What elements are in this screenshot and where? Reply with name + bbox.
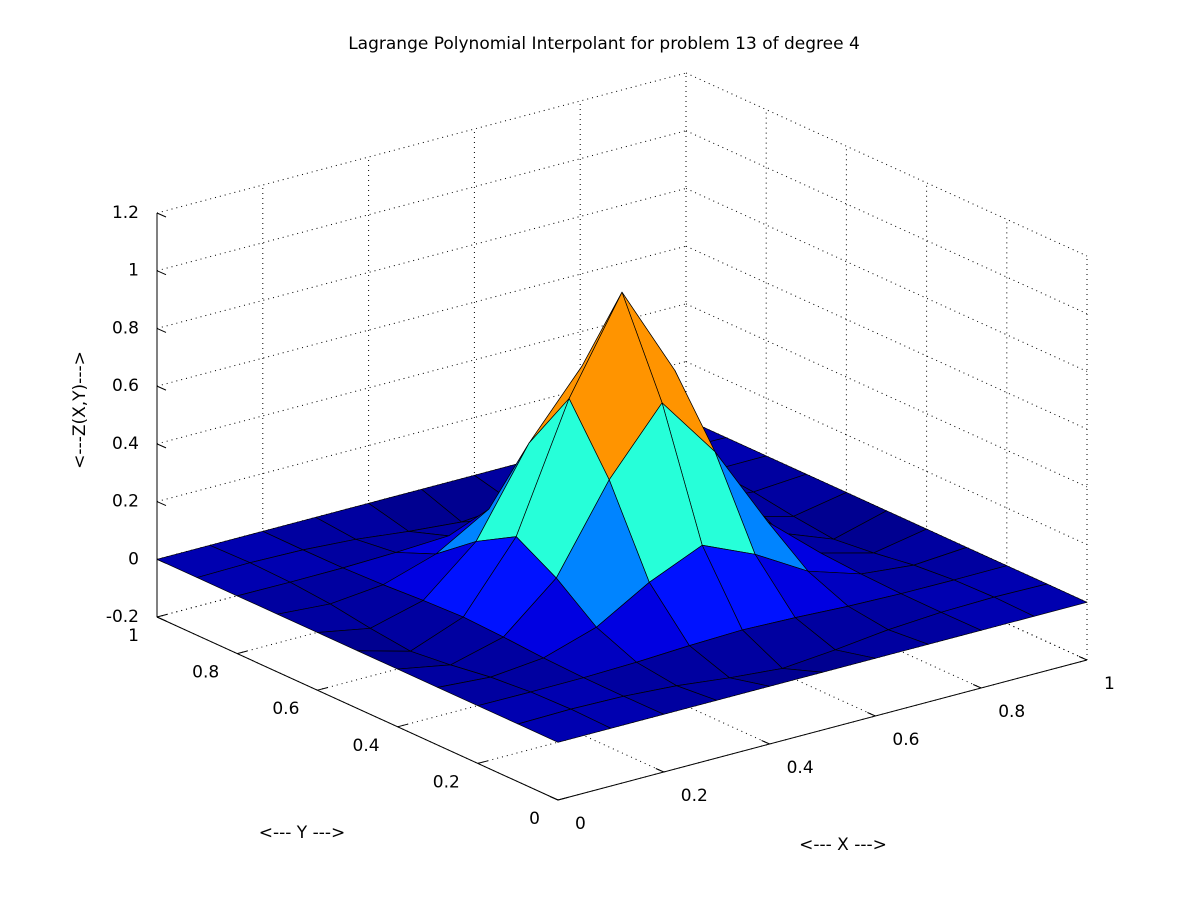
x-tick — [549, 796, 559, 801]
y-tick — [557, 796, 569, 801]
x-axis-label: <--- X ---> — [799, 835, 887, 855]
z-tick-label: 0.4 — [112, 434, 139, 454]
z-tick-label: 0.6 — [112, 376, 139, 396]
x-tick-label: 1 — [1104, 674, 1115, 694]
y-tick-label: 0.8 — [192, 663, 219, 683]
y-tick-label: 0 — [529, 809, 540, 829]
x-tick-label: 0.8 — [998, 702, 1025, 722]
y-tick — [237, 650, 248, 655]
x-tick — [972, 684, 982, 689]
x-tick-label: 0 — [575, 814, 586, 834]
grid-line — [685, 303, 1088, 488]
grid-line — [156, 130, 687, 272]
grid-line — [685, 361, 1088, 546]
y-axis-label: <--- Y ---> — [259, 823, 346, 843]
z-tick-label: 0 — [128, 549, 139, 569]
grid-line — [156, 72, 687, 214]
z-tick — [156, 443, 167, 449]
y-tick — [397, 723, 408, 728]
x-tick-label: 0.4 — [787, 758, 814, 778]
grid-line — [685, 130, 1088, 315]
x-tick — [761, 740, 770, 745]
x-tick — [867, 712, 876, 717]
z-tick — [156, 212, 167, 218]
z-tick — [156, 385, 167, 391]
z-tick — [156, 616, 167, 622]
z-tick-label: 1.2 — [112, 203, 139, 223]
z-axis-label: <---Z(X,Y)---> — [70, 351, 90, 469]
grid-line — [685, 72, 1088, 257]
z-tick-label: 1 — [128, 261, 139, 281]
y-tick — [317, 687, 328, 691]
z-tick — [156, 327, 167, 333]
y-tick-label: 1 — [128, 626, 139, 646]
x-tick — [655, 768, 665, 773]
y-axis — [156, 616, 559, 801]
x-axis — [557, 659, 1088, 801]
y-tick — [156, 613, 168, 618]
y-tick-label: 0.6 — [272, 699, 299, 719]
z-tick — [156, 501, 167, 507]
x-tick-label: 0.2 — [681, 786, 708, 806]
z-tick-label: 0.2 — [112, 492, 139, 512]
z-tick-label: 0.8 — [112, 318, 139, 338]
y-tick — [477, 760, 488, 764]
z-tick — [156, 270, 167, 276]
y-tick-label: 0.2 — [433, 772, 460, 792]
y-tick-label: 0.4 — [353, 736, 380, 756]
surface-patch — [517, 708, 612, 743]
x-tick — [1078, 656, 1088, 661]
grid-line — [685, 187, 1088, 372]
x-tick-label: 0.6 — [892, 730, 919, 750]
grid-line — [685, 245, 1088, 430]
z-tick-label: -0.2 — [106, 607, 139, 627]
grid-line — [156, 187, 687, 329]
chart-title: Lagrange Polynomial Interpolant for prob… — [348, 34, 860, 54]
